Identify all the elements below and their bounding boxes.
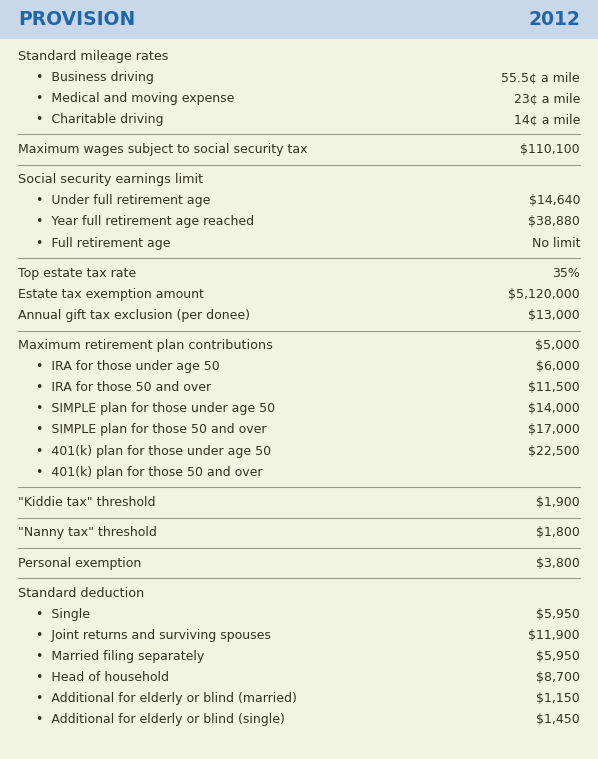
Text: •  Business driving: • Business driving bbox=[36, 71, 154, 83]
Text: •  Married filing separately: • Married filing separately bbox=[36, 650, 204, 663]
Text: $5,950: $5,950 bbox=[536, 650, 580, 663]
Text: •  401(k) plan for those 50 and over: • 401(k) plan for those 50 and over bbox=[36, 465, 263, 478]
Bar bbox=[0, 0, 598, 39]
Text: $3,800: $3,800 bbox=[536, 556, 580, 570]
Text: 23¢ a mile: 23¢ a mile bbox=[514, 92, 580, 105]
Text: •  IRA for those 50 and over: • IRA for those 50 and over bbox=[36, 382, 211, 395]
Text: $14,000: $14,000 bbox=[528, 402, 580, 415]
Text: $6,000: $6,000 bbox=[536, 361, 580, 373]
Text: $11,900: $11,900 bbox=[529, 629, 580, 642]
Text: 14¢ a mile: 14¢ a mile bbox=[514, 112, 580, 126]
Text: $17,000: $17,000 bbox=[528, 424, 580, 436]
Text: "Kiddie tax" threshold: "Kiddie tax" threshold bbox=[18, 496, 155, 509]
Text: $14,640: $14,640 bbox=[529, 194, 580, 207]
Text: $5,120,000: $5,120,000 bbox=[508, 288, 580, 301]
Text: $13,000: $13,000 bbox=[528, 309, 580, 322]
Text: •  Year full retirement age reached: • Year full retirement age reached bbox=[36, 216, 254, 228]
Text: Maximum wages subject to social security tax: Maximum wages subject to social security… bbox=[18, 143, 307, 156]
Text: •  SIMPLE plan for those 50 and over: • SIMPLE plan for those 50 and over bbox=[36, 424, 266, 436]
Text: $1,150: $1,150 bbox=[536, 692, 580, 705]
Text: •  Additional for elderly or blind (married): • Additional for elderly or blind (marri… bbox=[36, 692, 297, 705]
Text: •  IRA for those under age 50: • IRA for those under age 50 bbox=[36, 361, 219, 373]
Text: $1,800: $1,800 bbox=[536, 526, 580, 540]
Text: •  Head of household: • Head of household bbox=[36, 671, 169, 684]
Text: •  Charitable driving: • Charitable driving bbox=[36, 112, 163, 126]
Text: •  Full retirement age: • Full retirement age bbox=[36, 237, 170, 250]
Text: $8,700: $8,700 bbox=[536, 671, 580, 684]
Text: 55.5¢ a mile: 55.5¢ a mile bbox=[502, 71, 580, 83]
Text: Maximum retirement plan contributions: Maximum retirement plan contributions bbox=[18, 339, 273, 352]
Text: Annual gift tax exclusion (per donee): Annual gift tax exclusion (per donee) bbox=[18, 309, 250, 322]
Text: •  Medical and moving expense: • Medical and moving expense bbox=[36, 92, 234, 105]
Text: 35%: 35% bbox=[552, 267, 580, 280]
Text: Social security earnings limit: Social security earnings limit bbox=[18, 173, 203, 187]
Text: Estate tax exemption amount: Estate tax exemption amount bbox=[18, 288, 204, 301]
Text: •  401(k) plan for those under age 50: • 401(k) plan for those under age 50 bbox=[36, 445, 271, 458]
Text: $1,900: $1,900 bbox=[536, 496, 580, 509]
Text: "Nanny tax" threshold: "Nanny tax" threshold bbox=[18, 526, 157, 540]
Text: $38,880: $38,880 bbox=[528, 216, 580, 228]
Text: No limit: No limit bbox=[532, 237, 580, 250]
Text: Standard mileage rates: Standard mileage rates bbox=[18, 49, 169, 62]
Text: 2012: 2012 bbox=[528, 10, 580, 30]
Text: PROVISION: PROVISION bbox=[18, 10, 135, 30]
Text: Standard deduction: Standard deduction bbox=[18, 587, 144, 600]
Text: $5,950: $5,950 bbox=[536, 608, 580, 621]
Text: •  Under full retirement age: • Under full retirement age bbox=[36, 194, 210, 207]
Text: Top estate tax rate: Top estate tax rate bbox=[18, 267, 136, 280]
Text: $110,100: $110,100 bbox=[520, 143, 580, 156]
Text: •  SIMPLE plan for those under age 50: • SIMPLE plan for those under age 50 bbox=[36, 402, 275, 415]
Text: $11,500: $11,500 bbox=[528, 382, 580, 395]
Text: $5,000: $5,000 bbox=[535, 339, 580, 352]
Text: •  Single: • Single bbox=[36, 608, 90, 621]
Text: $1,450: $1,450 bbox=[536, 713, 580, 726]
Text: •  Joint returns and surviving spouses: • Joint returns and surviving spouses bbox=[36, 629, 271, 642]
Text: $22,500: $22,500 bbox=[528, 445, 580, 458]
Text: •  Additional for elderly or blind (single): • Additional for elderly or blind (singl… bbox=[36, 713, 285, 726]
Text: Personal exemption: Personal exemption bbox=[18, 556, 141, 570]
